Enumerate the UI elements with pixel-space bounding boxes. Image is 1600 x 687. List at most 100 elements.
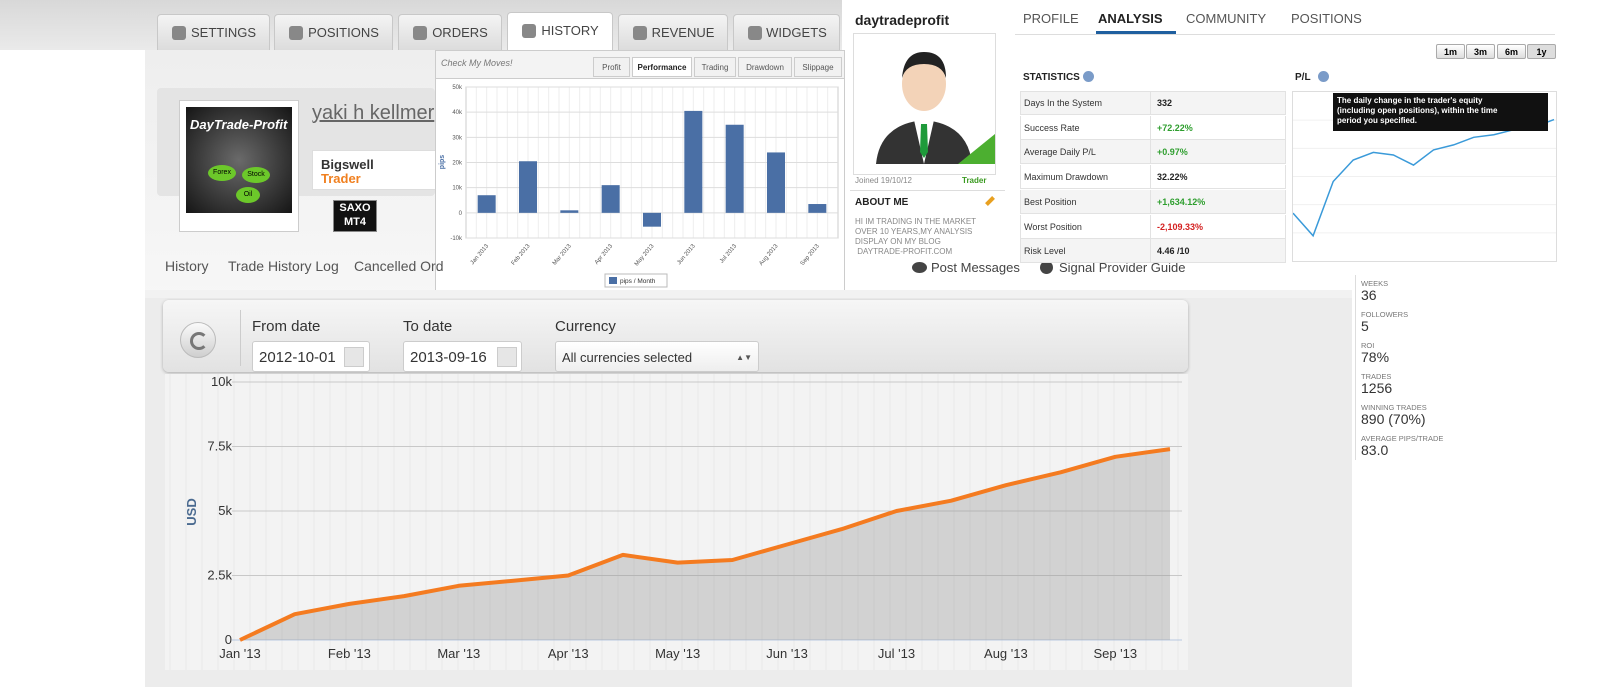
about-line: DISPLAY ON MY BLOG xyxy=(855,237,941,246)
stat-label: Maximum Drawdown xyxy=(1024,172,1109,183)
info-icon[interactable] xyxy=(1318,71,1329,82)
bar xyxy=(601,185,620,213)
stat-label: Best Position xyxy=(1024,196,1077,207)
bar xyxy=(684,110,703,213)
bar xyxy=(808,204,827,213)
stat-value: +72.22% xyxy=(1157,122,1193,133)
chart-tab[interactable]: Profit xyxy=(593,57,630,77)
chart-tab[interactable]: Slippage xyxy=(794,57,842,77)
chart-tab[interactable]: Trading xyxy=(694,57,736,77)
summary-label: AVERAGE PIPS/TRADE xyxy=(1361,434,1444,443)
stat-divider xyxy=(1150,214,1151,239)
analysis-tab[interactable]: PROFILE xyxy=(1023,11,1079,26)
y-tick-label: 10k xyxy=(452,186,463,192)
tooltip-line: period you specified. xyxy=(1337,116,1418,125)
y-tick-label: 2.5k xyxy=(207,568,232,583)
pl-title: P/L xyxy=(1295,72,1311,83)
tab-rule xyxy=(1015,34,1555,35)
range-button[interactable]: 3m xyxy=(1466,44,1495,59)
x-tick-label: May '13 xyxy=(655,646,700,661)
summary-value: 5 xyxy=(1361,318,1369,334)
bar xyxy=(767,152,785,213)
logo-title: DayTrade-Profit xyxy=(190,117,288,132)
analysis-tab[interactable]: COMMUNITY xyxy=(1186,11,1267,26)
stat-label: Days In the System xyxy=(1024,98,1103,108)
currency-label: Currency xyxy=(555,318,616,335)
logo-label: Oil xyxy=(236,187,260,203)
tooltip-line: (including open positions), within the t… xyxy=(1337,106,1498,115)
stat-value: 4.46 /10 xyxy=(1157,246,1190,257)
currency-value: All currencies selected xyxy=(562,350,693,365)
stat-divider xyxy=(1150,239,1151,264)
stat-divider xyxy=(1150,91,1151,115)
badge: Trader xyxy=(962,176,987,185)
divider xyxy=(240,310,241,366)
nav-tab[interactable]: REVENUE xyxy=(618,14,728,50)
about-line: DAYTRADE-PROFIT.COM xyxy=(855,247,953,256)
summary-value: 1256 xyxy=(1361,380,1393,396)
profile-name[interactable]: yaki h kellmer xyxy=(312,102,435,124)
chart-tab[interactable]: Drawdown xyxy=(738,57,792,77)
stat-row xyxy=(1020,115,1286,140)
calendar-icon[interactable] xyxy=(497,347,517,367)
to-label: To date xyxy=(403,318,453,335)
about-line: OVER 10 YEARS,MY ANALYSIS xyxy=(855,227,973,236)
y-tick-label: 5k xyxy=(218,503,232,518)
nav-tab[interactable]: HISTORY xyxy=(507,12,613,50)
info-icon[interactable] xyxy=(1083,71,1094,82)
to-value: 2013-09-16 xyxy=(410,349,487,366)
stat-divider xyxy=(1150,165,1151,190)
about-title: ABOUT ME xyxy=(855,197,909,208)
nav-tab[interactable]: SETTINGS xyxy=(157,14,270,50)
nav-tab[interactable]: WIDGETS xyxy=(733,14,840,50)
statistics-title: STATISTICS xyxy=(1023,72,1080,83)
x-tick-label: Feb '13 xyxy=(328,646,371,661)
x-tick-label: Jul '13 xyxy=(878,646,915,661)
currency-select[interactable]: All currencies selected ▲▼ xyxy=(555,341,759,372)
from-label: From date xyxy=(252,318,321,335)
analysis-tab[interactable]: ANALYSIS xyxy=(1098,11,1163,26)
about-text: HI IM TRADING IN THE MARKET OVER 10 YEARS… xyxy=(855,217,976,257)
stat-row xyxy=(1020,189,1286,214)
joined: Joined 19/10/12 xyxy=(855,176,912,185)
active-underline xyxy=(1096,31,1176,34)
logo-label: Forex xyxy=(208,165,236,181)
logo: DayTrade-Profit Forex Stock Oil xyxy=(186,107,292,213)
broker-name: Bigswell xyxy=(321,157,374,172)
y-tick-label: 7.5k xyxy=(207,439,232,454)
range-button[interactable]: 1m xyxy=(1436,44,1465,59)
bar xyxy=(477,195,496,213)
bar xyxy=(643,212,661,227)
stat-divider xyxy=(1150,140,1151,165)
broker-box: Bigswell Trader xyxy=(312,150,437,190)
stat-value: 332 xyxy=(1157,98,1173,108)
divider xyxy=(1355,275,1356,460)
x-tick-label: Jan '13 xyxy=(219,646,261,661)
equity-line xyxy=(239,447,1171,642)
refresh-icon xyxy=(190,332,208,350)
divider xyxy=(850,190,1005,191)
summary-label: ROI xyxy=(1361,341,1375,350)
logo-label: Stock xyxy=(242,167,270,183)
summary-value: 890 (70%) xyxy=(1361,411,1426,427)
range-button[interactable]: 1y xyxy=(1527,44,1556,59)
subnav-link: Trade History Log xyxy=(228,258,339,274)
chart-tab[interactable]: Performance xyxy=(632,57,692,77)
y-tick-label: 0 xyxy=(459,211,463,217)
platform-badge: SAXO MT4 xyxy=(333,200,377,232)
analysis-tab[interactable]: POSITIONS xyxy=(1291,11,1362,26)
refresh-button[interactable] xyxy=(180,322,216,358)
range-button[interactable]: 6m xyxy=(1497,44,1526,59)
avatar xyxy=(853,33,996,175)
nav-tab[interactable]: POSITIONS xyxy=(274,14,393,50)
link[interactable]: Post Messages xyxy=(931,260,1020,275)
summary-value: 83.0 xyxy=(1361,442,1389,458)
calendar-icon[interactable] xyxy=(344,347,364,367)
area xyxy=(240,449,1170,640)
pl-tooltip: The daily change in the trader's equity(… xyxy=(1333,93,1548,131)
pips-header-title: Check My Moves! xyxy=(441,58,513,68)
stat-value: 32.22% xyxy=(1157,172,1188,183)
link[interactable]: Signal Provider Guide xyxy=(1059,260,1186,275)
from-value: 2012-10-01 xyxy=(259,349,336,366)
nav-tab[interactable]: ORDERS xyxy=(398,14,502,50)
